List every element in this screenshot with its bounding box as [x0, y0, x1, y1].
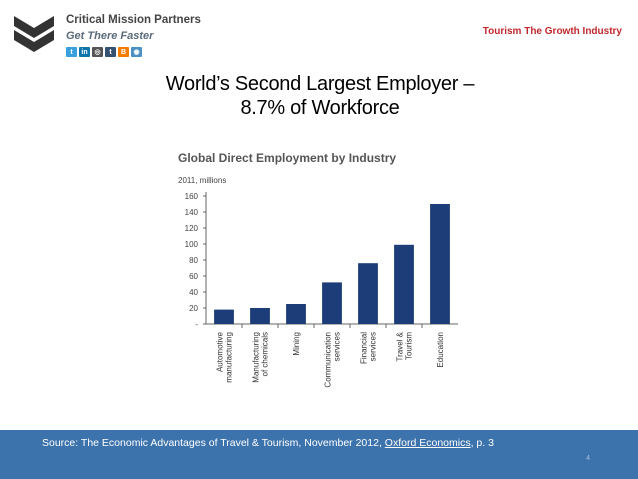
y-tick-label: 80 — [189, 256, 198, 265]
x-category-label: Financial — [360, 332, 369, 364]
instagram-icon[interactable]: ◎ — [92, 47, 103, 57]
bar — [394, 244, 414, 324]
y-tick-label: 100 — [185, 240, 199, 249]
blogger-icon[interactable]: B — [118, 47, 129, 57]
x-category-label: Mining — [292, 332, 301, 356]
source-suffix: , p. 3 — [470, 437, 494, 449]
tumblr-icon[interactable]: t — [105, 47, 116, 57]
y-tick-label: - — [195, 320, 198, 329]
y-tick-label: 160 — [185, 192, 199, 201]
slide-title-line-2: 8.7% of Workforce — [240, 97, 400, 119]
page-number: 4 — [586, 455, 590, 462]
bar-chart-svg: 160 140 120 100 80 60 40 20 - Automotive manufactu… — [185, 192, 458, 388]
chart-title: Global Direct Employment by Industry — [178, 151, 397, 165]
y-tick-label: 120 — [185, 224, 199, 233]
social-icons: t in ◎ t B ◉ — [66, 47, 142, 57]
twitter-icon[interactable]: t — [66, 47, 77, 57]
x-category-label: services — [333, 332, 342, 361]
x-category-label: Automotive — [216, 331, 225, 372]
company-logo: Critical Mission Partners Get There Fast… — [12, 6, 201, 58]
y-tick-label: 60 — [189, 272, 198, 281]
x-category-label: Tourism — [405, 332, 414, 360]
source-link[interactable]: Oxford Economics — [384, 437, 471, 449]
x-category-label: of chemicals — [261, 332, 270, 376]
x-category-label: Travel & — [396, 331, 405, 361]
feed-icon[interactable]: ◉ — [131, 47, 142, 57]
bar — [214, 309, 234, 324]
chart-subtitle: 2011, millions — [178, 176, 227, 185]
slide-title: World’s Second Largest Employer – 8.7% o… — [120, 72, 520, 120]
bar — [358, 263, 378, 324]
presentation-label: Tourism The Growth Industry — [482, 26, 622, 37]
employment-chart: Global Direct Employment by Industry 201… — [168, 145, 468, 405]
company-name: Critical Mission Partners — [66, 14, 201, 26]
chevron-logo-icon — [14, 16, 54, 52]
y-tick-label: 140 — [185, 208, 199, 217]
y-tick-label: 20 — [189, 304, 198, 313]
y-tick-label: 40 — [189, 288, 198, 297]
footer-bar — [0, 430, 638, 479]
bar — [430, 204, 450, 324]
x-category-label: Manufacturing — [252, 332, 261, 383]
bar — [250, 308, 270, 324]
x-category-label: manufacturing — [225, 332, 234, 383]
bar — [322, 282, 342, 324]
company-tagline: Get There Faster — [66, 30, 154, 42]
source-text: Source: The Economic Advantages of Trave… — [42, 437, 385, 449]
slide-title-line-1: World’s Second Largest Employer – — [165, 73, 475, 95]
bar — [286, 304, 306, 324]
linkedin-icon[interactable]: in — [79, 47, 90, 57]
source-citation: Source: The Economic Advantages of Trave… — [42, 437, 494, 449]
x-category-label: services — [369, 332, 378, 361]
x-category-label: Education — [436, 332, 445, 368]
x-category-label: Communication — [324, 332, 333, 388]
